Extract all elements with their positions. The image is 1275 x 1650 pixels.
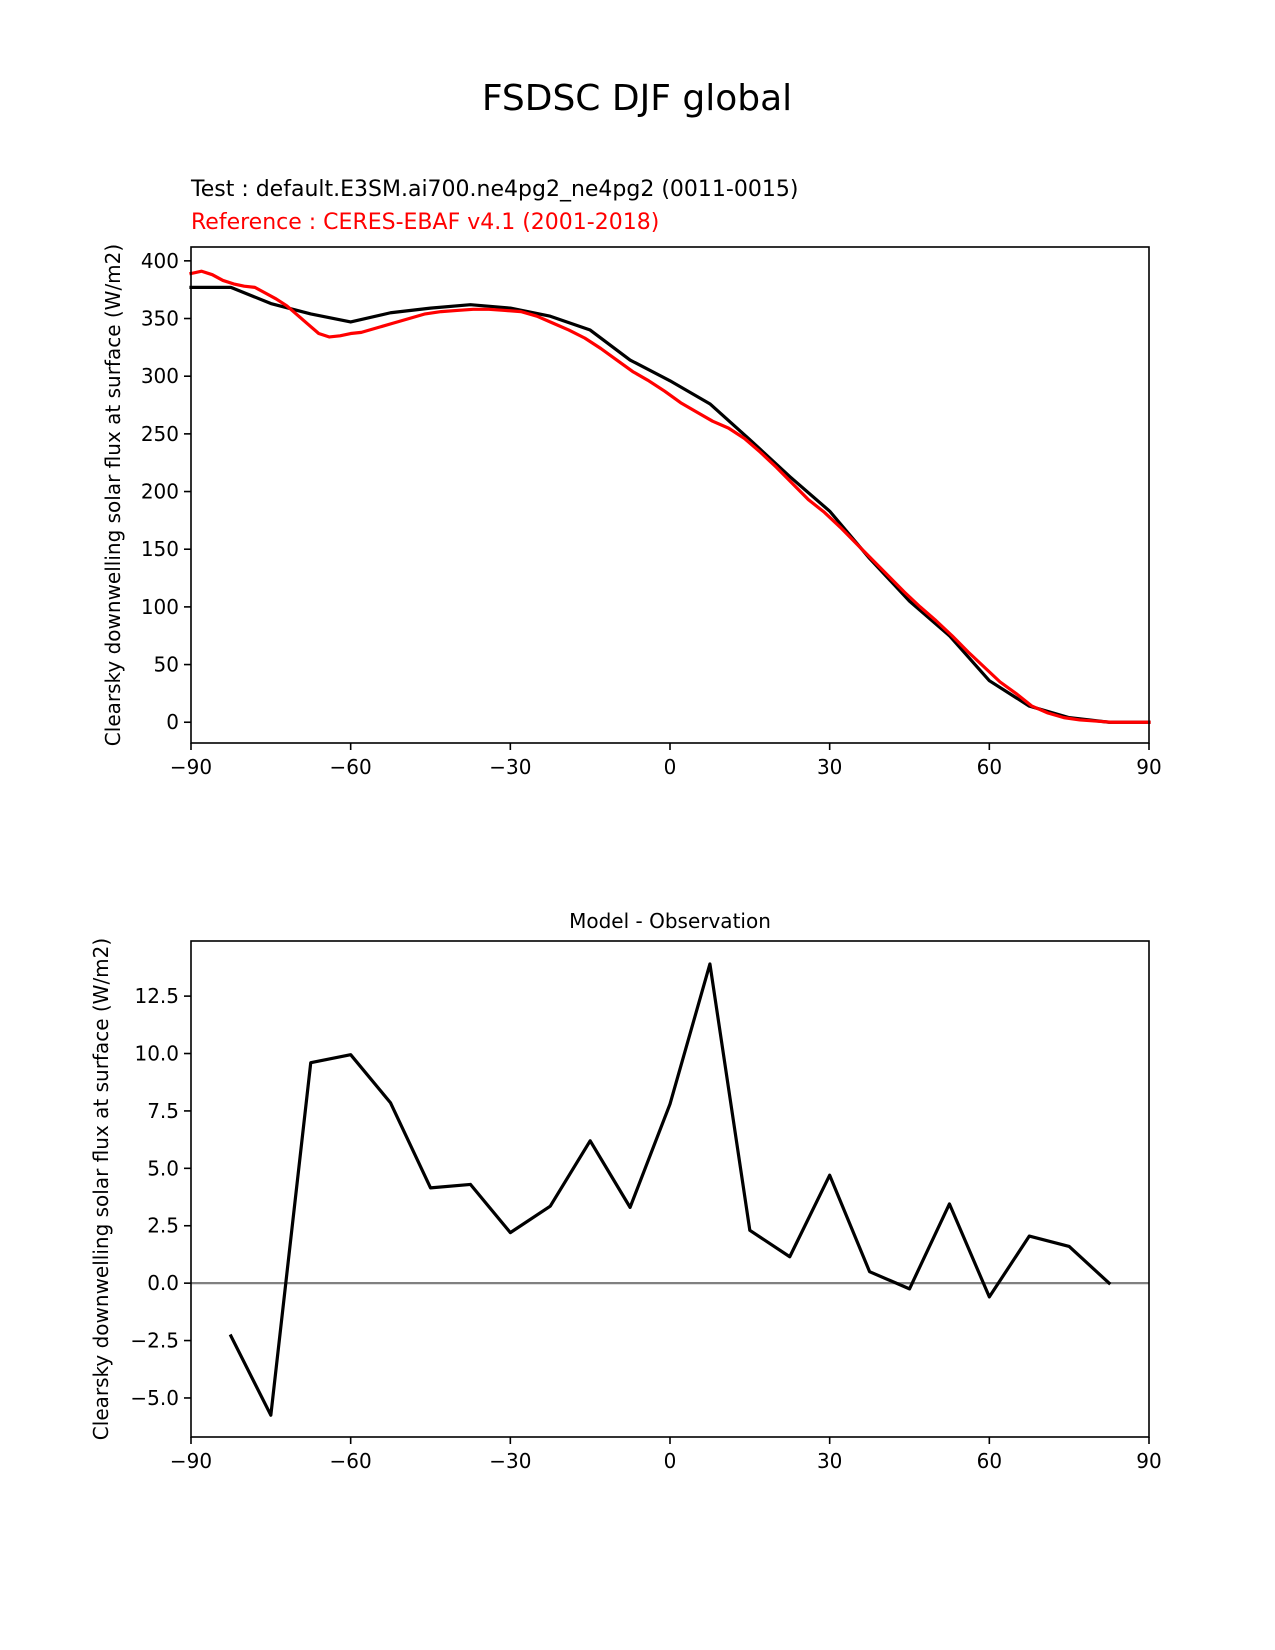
test-title: Test : default.E3SM.ai700.ne4pg2_ne4pg2 … (190, 177, 798, 202)
x-tick-label: 90 (1136, 1449, 1161, 1473)
y-tick-label: 200 (141, 480, 179, 504)
y-tick-label: −2.5 (130, 1329, 179, 1353)
y-tick-label: 250 (141, 422, 179, 446)
x-tick-label: −90 (170, 755, 212, 779)
y-tick-label: 300 (141, 364, 179, 388)
plot-area-bottom: −90 −60 −30 0 30 60 90 −5.0 −2.5 0.0 2.5 5.0 7.5 10.0… (130, 940, 1162, 1473)
figure-title: FSDSC DJF global (482, 78, 792, 119)
y-tick-label: 12.5 (134, 984, 179, 1008)
x-tick-label: 0 (664, 755, 677, 779)
y-tick-label: 350 (141, 307, 179, 331)
x-tick-label: 60 (977, 755, 1002, 779)
y-tick-label: 0 (166, 710, 179, 734)
y-tick-label: 100 (141, 595, 179, 619)
y-axis-label-bottom: Clearsky downwelling solar flux at surfa… (89, 938, 113, 1440)
x-tick-label: −90 (170, 1449, 212, 1473)
panel-top: Test : default.E3SM.ai700.ne4pg2_ne4pg2 … (101, 177, 1162, 779)
y-tick-label: 5.0 (147, 1156, 179, 1180)
x-tick-label: 30 (817, 1449, 842, 1473)
x-tick-label: −30 (489, 1449, 531, 1473)
x-tick-label: −60 (330, 755, 372, 779)
x-tick-label: 60 (977, 1449, 1002, 1473)
axes-frame (190, 940, 1150, 1438)
diff-title: Model - Observation (569, 909, 771, 933)
y-tick-label: 150 (141, 537, 179, 561)
y-axis-label-top: Clearsky downwelling solar flux at surfa… (101, 244, 125, 746)
x-tick-label: 90 (1136, 755, 1161, 779)
x-tick-label: 30 (817, 755, 842, 779)
y-tick-label: 2.5 (147, 1214, 179, 1238)
y-tick-label: 0.0 (147, 1271, 179, 1295)
reference-title: Reference : CERES-EBAF v4.1 (2001-2018) (191, 210, 659, 235)
plot-area-top: −90 −60 −30 0 30 60 90 0 50 100 150 200 250 300 350 400 (141, 246, 1162, 779)
y-tick-label: 50 (154, 653, 179, 677)
axes-frame (190, 246, 1150, 744)
y-tick-label: 7.5 (147, 1099, 179, 1123)
series-line-test (189, 285, 1151, 724)
panel-bottom: Model - Observation Clearsky downwelling… (89, 909, 1162, 1473)
x-tick-label: −60 (330, 1449, 372, 1473)
y-tick-label: 10.0 (134, 1042, 179, 1066)
x-tick-label: −30 (489, 755, 531, 779)
series-line-0 (228, 962, 1112, 1417)
y-tick-label: −5.0 (130, 1386, 179, 1410)
x-tick-label: 0 (664, 1449, 677, 1473)
series-line-reference (189, 269, 1151, 724)
y-tick-label: 400 (141, 249, 179, 273)
